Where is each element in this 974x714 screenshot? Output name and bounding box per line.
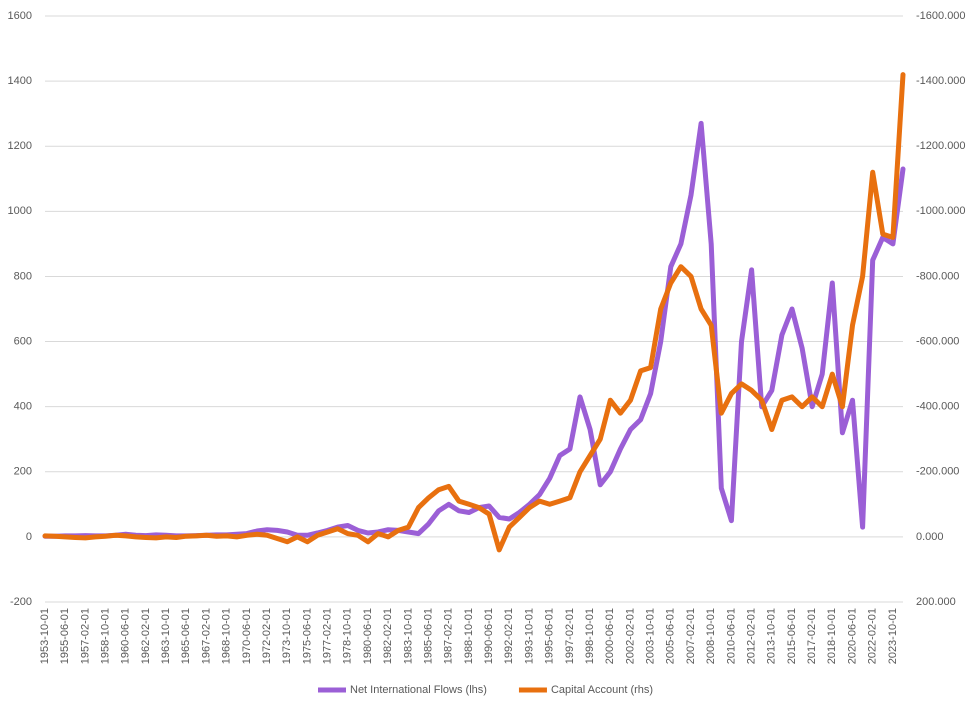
x-tick-label: 2000-06-01 xyxy=(604,608,616,664)
x-tick-label: 1973-10-01 xyxy=(281,608,293,664)
x-tick-label: 1988-10-01 xyxy=(463,608,475,664)
x-tick-label: 2020-06-01 xyxy=(846,608,858,664)
x-tick-label: 1955-06-01 xyxy=(59,608,71,664)
y2-tick-label: -1400.000 xyxy=(916,75,966,87)
x-tick-label: 1987-02-01 xyxy=(443,608,455,664)
x-tick-label: 1970-06-01 xyxy=(241,608,253,664)
x-tick-label: 2022-02-01 xyxy=(867,608,879,664)
x-tick-label: 1967-02-01 xyxy=(200,608,212,664)
x-tick-label: 2005-06-01 xyxy=(665,608,677,664)
y2-tick-label: 0.000 xyxy=(916,531,944,543)
y-tick-label: 600 xyxy=(14,335,32,347)
x-tick-label: 1983-10-01 xyxy=(402,608,414,664)
x-tick-label: 1978-10-01 xyxy=(342,608,354,664)
x-tick-label: 2023-10-01 xyxy=(887,608,899,664)
x-tick-label: 2002-02-01 xyxy=(624,608,636,664)
x-tick-label: 1962-02-01 xyxy=(140,608,152,664)
y-tick-label: 800 xyxy=(14,270,32,282)
y2-tick-label: -1000.000 xyxy=(916,205,966,217)
legend-label: Net International Flows (lhs) xyxy=(350,684,487,696)
x-tick-label: 1997-02-01 xyxy=(564,608,576,664)
y-tick-label: 1200 xyxy=(8,140,32,152)
x-tick-label: 2018-10-01 xyxy=(826,608,838,664)
x-tick-label: 1968-10-01 xyxy=(221,608,233,664)
x-tick-label: 1993-10-01 xyxy=(523,608,535,664)
x-tick-label: 2007-02-01 xyxy=(685,608,697,664)
series-line xyxy=(42,120,906,539)
x-tick-label: 1982-02-01 xyxy=(382,608,394,664)
y-tick-label: 1000 xyxy=(8,205,32,217)
x-tick-label: 1960-06-01 xyxy=(120,608,132,664)
x-tick-label: 1953-10-01 xyxy=(39,608,51,664)
y2-tick-label: -1200.000 xyxy=(916,140,966,152)
legend-label: Capital Account (rhs) xyxy=(551,684,653,696)
x-tick-label: 2017-02-01 xyxy=(806,608,818,664)
x-tick-label: 1963-10-01 xyxy=(160,608,172,664)
y2-tick-label: -800.000 xyxy=(916,270,959,282)
x-tick-label: 1972-02-01 xyxy=(261,608,273,664)
x-tick-label: 2010-06-01 xyxy=(725,608,737,664)
x-tick-label: 2015-06-01 xyxy=(786,608,798,664)
x-tick-label: 2008-10-01 xyxy=(705,608,717,664)
x-tick-label: 1957-02-01 xyxy=(79,608,91,664)
y2-tick-label: -600.000 xyxy=(916,335,959,347)
x-tick-label: 2003-10-01 xyxy=(645,608,657,664)
x-tick-label: 1990-06-01 xyxy=(483,608,495,664)
y-tick-label: 1400 xyxy=(8,75,32,87)
x-tick-label: 1980-06-01 xyxy=(362,608,374,664)
series-line xyxy=(42,72,906,553)
y-tick-label: 1600 xyxy=(8,10,32,22)
y-tick-label: 200 xyxy=(14,466,32,478)
y2-tick-label: -400.000 xyxy=(916,401,959,413)
x-tick-label: 1985-06-01 xyxy=(422,608,434,664)
y-tick-label: 0 xyxy=(26,531,32,543)
y2-tick-label: 200.000 xyxy=(916,596,956,608)
x-tick-label: 1977-02-01 xyxy=(322,608,334,664)
y2-tick-label: -1600.000 xyxy=(916,10,966,22)
x-tick-label: 2012-02-01 xyxy=(745,608,757,664)
x-tick-label: 1992-02-01 xyxy=(503,608,515,664)
x-tick-label: 1975-06-01 xyxy=(301,608,313,664)
x-tick-label: 1965-06-01 xyxy=(180,608,192,664)
x-tick-label: 1958-10-01 xyxy=(99,608,111,664)
y2-tick-label: -200.000 xyxy=(916,466,959,478)
y-tick-label: 400 xyxy=(14,401,32,413)
x-tick-label: 2013-10-01 xyxy=(766,608,778,664)
y-tick-label: -200 xyxy=(10,596,32,608)
x-tick-label: 1998-10-01 xyxy=(584,608,596,664)
x-tick-label: 1995-06-01 xyxy=(544,608,556,664)
